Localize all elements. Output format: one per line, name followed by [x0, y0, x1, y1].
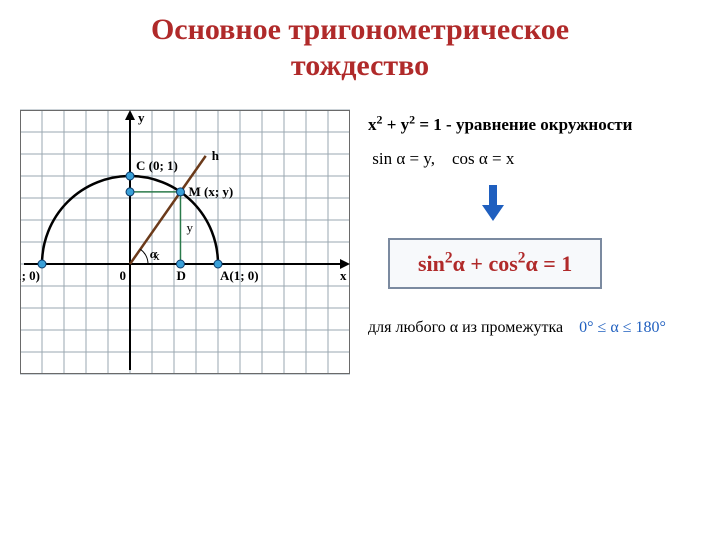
unit-circle-diagram: yxhC (0; 1)A(1; 0)B (-1; 0)M (x; y)D0xyα	[20, 102, 350, 382]
svg-text:y: y	[138, 110, 145, 125]
range-line: для любого α из промежутка 0° ≤ α ≤ 180°	[368, 319, 700, 337]
sin-def: sin α = y,	[372, 149, 435, 168]
svg-text:x: x	[340, 268, 347, 283]
circle-equation: x2 + y2 = 1 - уравнение окружности	[368, 112, 700, 135]
svg-text:B (-1; 0): B (-1; 0)	[20, 268, 40, 283]
diagram-column: yxhC (0; 1)A(1; 0)B (-1; 0)M (x; y)D0xyα	[20, 102, 350, 387]
svg-text:A(1; 0): A(1; 0)	[220, 268, 259, 283]
sincos-defs: sin α = y, cos α = x	[368, 149, 700, 169]
text-column: x2 + y2 = 1 - уравнение окружности sin α…	[350, 102, 700, 337]
svg-text:C (0; 1): C (0; 1)	[136, 158, 178, 173]
svg-text:h: h	[212, 148, 220, 163]
title-line-1: Основное тригонометрическое	[0, 12, 720, 48]
page-title: Основное тригонометрическое тождество	[0, 0, 720, 84]
range-prefix: для любого α из промежутка	[368, 319, 563, 336]
title-line-2: тождество	[0, 48, 720, 84]
svg-text:0: 0	[120, 268, 127, 283]
svg-text:D: D	[176, 268, 185, 283]
down-arrow	[478, 183, 700, 228]
identity-box: sin2α + cos2α = 1	[388, 238, 602, 289]
svg-text:α: α	[150, 246, 158, 261]
content-row: yxhC (0; 1)A(1; 0)B (-1; 0)M (x; y)D0xyα…	[0, 84, 720, 387]
arrow-icon	[478, 183, 508, 223]
svg-text:M (x; y): M (x; y)	[188, 184, 233, 199]
identity-formula: sin2α + cos2α = 1	[418, 251, 572, 276]
circle-equation-text: x2 + y2 = 1 - уравнение окружности	[368, 115, 632, 134]
cos-def: cos α = x	[452, 149, 514, 168]
range-value: 0° ≤ α ≤ 180°	[579, 319, 666, 336]
svg-text:y: y	[186, 220, 193, 235]
